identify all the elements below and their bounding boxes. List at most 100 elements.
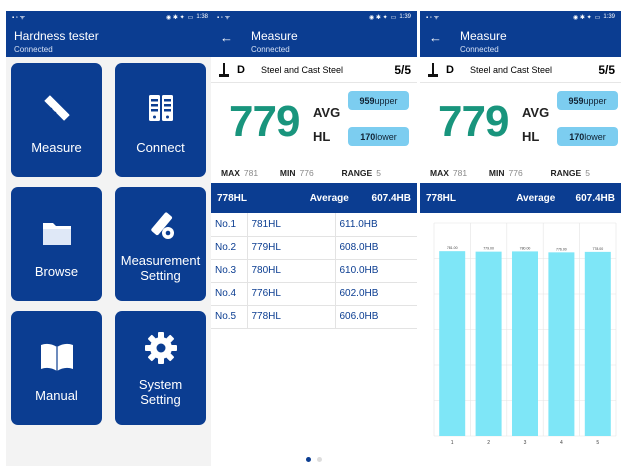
summary-hb: 607.4HB: [371, 192, 411, 204]
min-label: MIN: [488, 168, 505, 178]
status-bar: ▪ ▫ ᯤ ◉ ✱ ✦ ▭ 1:38: [6, 11, 214, 23]
min-value: 776: [299, 168, 314, 178]
home-screen: ▪ ▫ ᯤ ◉ ✱ ✦ ▭ 1:38 Hardness tester Connect…: [6, 11, 214, 466]
range-value: 5: [585, 168, 590, 178]
page-dot[interactable]: [317, 457, 322, 462]
bar-1[interactable]: [439, 251, 466, 436]
range-label: RANGE: [341, 168, 373, 178]
status-icons-right: ◉ ✱ ✦: [369, 14, 388, 21]
server-icon: [148, 95, 173, 121]
max-value: 781: [243, 168, 259, 178]
x-tick-label: 2: [487, 440, 490, 446]
status-bar: ▪ ▫ ᯤ ◉ ✱ ✦ ▭ 1:39: [211, 11, 417, 23]
table-row[interactable]: No.5 778HL 606.0HB: [211, 305, 417, 329]
back-arrow-icon[interactable]: ←: [429, 30, 442, 45]
status-time: 1:39: [603, 14, 615, 20]
reading-value: 779: [229, 97, 300, 146]
material[interactable]: Steel and Cast Steel: [470, 64, 553, 75]
system-setting-tile[interactable]: System Setting: [115, 311, 206, 425]
probe-icon: [219, 62, 229, 77]
summary-bar: 778HL Average 607.4HB: [211, 183, 417, 213]
reading-value: 779: [438, 97, 509, 146]
table-cell-hl: 781HL: [246, 213, 335, 237]
battery-indicator: ▭: [594, 14, 601, 21]
unit-label: HL: [313, 129, 331, 144]
probe-type: D: [446, 63, 454, 76]
lower-value: 170: [569, 131, 585, 142]
upper-limit-badge[interactable]: 959 upper: [557, 91, 618, 110]
min-label: MIN: [279, 168, 296, 178]
measure-count: 5/5: [598, 62, 615, 77]
status-icons-left: ▪ ▫ ᯤ: [12, 15, 26, 21]
max-label: MAX: [221, 168, 240, 178]
table-row[interactable]: No.1 781HL 611.0HB: [211, 213, 417, 237]
readings-table: No.1 781HL 611.0HB No.2 779HL 608.0HB No.3 780H…: [211, 213, 417, 329]
bar-data-label: 781.00: [447, 246, 458, 250]
status-icons-left: ▪ ▫ ᯤ: [217, 15, 231, 21]
avg-label: AVG: [313, 105, 341, 120]
max-value: 781: [452, 168, 468, 178]
measurement-setting-tile[interactable]: Measurement Setting: [115, 187, 206, 301]
status-icons-right: ◉ ✱ ✦: [166, 14, 185, 21]
bar-4[interactable]: [548, 252, 575, 436]
bar-3[interactable]: [512, 251, 538, 436]
table-cell-hl: 779HL: [246, 236, 335, 260]
measurement-setting-label: Measurement Setting: [115, 253, 206, 283]
connection-status: Connected: [14, 45, 53, 54]
summary-bar: 778HL Average 607.4HB: [420, 183, 621, 213]
table-row[interactable]: No.2 779HL 608.0HB: [211, 236, 417, 260]
table-cell-no: No.5: [211, 305, 247, 329]
measure-app-bar: ← Measure Connected: [420, 23, 621, 57]
table-cell-hb: 608.0HB: [334, 236, 417, 260]
lower-limit-badge[interactable]: 170 lower: [557, 127, 618, 146]
table-cell-hb: 610.0HB: [334, 259, 417, 283]
battery-indicator: ▭: [390, 14, 397, 21]
measure-tile[interactable]: Measure: [11, 63, 102, 177]
home-app-bar: Hardness tester Connected: [6, 23, 214, 57]
table-row[interactable]: No.4 776HL 602.0HB: [211, 282, 417, 306]
bar-data-label: 778.00: [592, 247, 603, 251]
status-bar: ▪ ▫ ᯤ ◉ ✱ ✦ ▭ 1:39: [420, 11, 621, 23]
page-dot-active[interactable]: [306, 457, 311, 462]
readings-bar-chart: 781.00 1 779.00 2 780.00 3 776.00 4 778.00 5: [433, 222, 617, 446]
gear-icon: [144, 332, 177, 364]
lower-limit-badge[interactable]: 170 lower: [348, 127, 409, 146]
battery-indicator: ▭: [187, 14, 194, 21]
bar-2[interactable]: [475, 251, 502, 436]
measure-table-screen: ▪ ▫ ᯤ ◉ ✱ ✦ ▭ 1:39 ← Measure Connected D S…: [211, 11, 417, 466]
bar-5[interactable]: [584, 251, 611, 436]
table-cell-no: No.4: [211, 282, 247, 306]
bar-data-label: 780.00: [520, 246, 531, 250]
probe-header: D Steel and Cast Steel 5/5: [211, 57, 417, 83]
stats-row: MAX 781 MIN 776 RANGE 5: [211, 163, 417, 183]
browse-label: Browse: [34, 264, 79, 279]
lower-value: 170: [360, 131, 376, 142]
summary-hb: 607.4HB: [575, 192, 615, 204]
back-arrow-icon[interactable]: ←: [220, 30, 233, 45]
x-tick-label: 3: [524, 440, 527, 446]
connect-label: Connect: [136, 140, 185, 155]
book-icon: [40, 343, 73, 371]
table-cell-no: No.1: [211, 213, 247, 237]
table-cell-hb: 606.0HB: [334, 305, 417, 329]
table-row[interactable]: No.3 780HL 610.0HB: [211, 259, 417, 283]
connection-status: Connected: [460, 45, 499, 54]
page-indicator: [211, 457, 417, 462]
summary-hl: 778HL: [217, 192, 248, 204]
upper-limit-badge[interactable]: 959 upper: [348, 91, 409, 110]
connect-tile[interactable]: Connect: [115, 63, 206, 177]
manual-tile[interactable]: Manual: [11, 311, 102, 425]
page-title: Measure: [251, 29, 298, 43]
upper-value: 959: [359, 95, 375, 106]
x-tick-label: 5: [596, 440, 599, 446]
material[interactable]: Steel and Cast Steel: [261, 64, 344, 75]
min-value: 776: [508, 168, 523, 178]
probe-type: D: [237, 63, 245, 76]
table-cell-hb: 602.0HB: [334, 282, 417, 306]
manual-label: Manual: [35, 388, 78, 403]
table-cell-hl: 780HL: [246, 259, 335, 283]
avg-label: AVG: [522, 105, 550, 120]
summary-label: Average: [309, 192, 349, 204]
browse-tile[interactable]: Browse: [11, 187, 102, 301]
range-value: 5: [376, 168, 381, 178]
